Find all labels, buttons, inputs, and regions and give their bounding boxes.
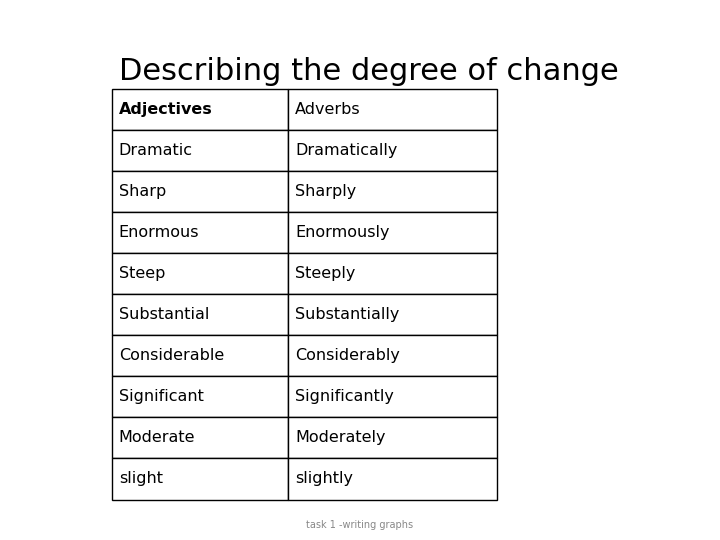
Text: Adjectives: Adjectives [119, 102, 212, 117]
Text: Substantially: Substantially [295, 307, 400, 322]
Text: Steep: Steep [119, 266, 165, 281]
Text: Considerable: Considerable [119, 348, 224, 363]
Text: Substantial: Substantial [119, 307, 210, 322]
Text: Significantly: Significantly [295, 389, 394, 404]
Text: Sharp: Sharp [119, 184, 166, 199]
Text: Describing the degree of change: Describing the degree of change [119, 57, 618, 86]
Text: Dramatic: Dramatic [119, 143, 193, 158]
Text: Enormous: Enormous [119, 225, 199, 240]
Text: Steeply: Steeply [295, 266, 356, 281]
Text: Sharply: Sharply [295, 184, 356, 199]
Text: Adverbs: Adverbs [295, 102, 361, 117]
Text: slightly: slightly [295, 471, 354, 487]
Text: Considerably: Considerably [295, 348, 400, 363]
Text: Significant: Significant [119, 389, 204, 404]
Text: slight: slight [119, 471, 163, 487]
Text: Moderately: Moderately [295, 430, 386, 445]
Text: Enormously: Enormously [295, 225, 390, 240]
Text: Moderate: Moderate [119, 430, 195, 445]
Text: Dramatically: Dramatically [295, 143, 397, 158]
Text: task 1 -writing graphs: task 1 -writing graphs [307, 520, 413, 530]
